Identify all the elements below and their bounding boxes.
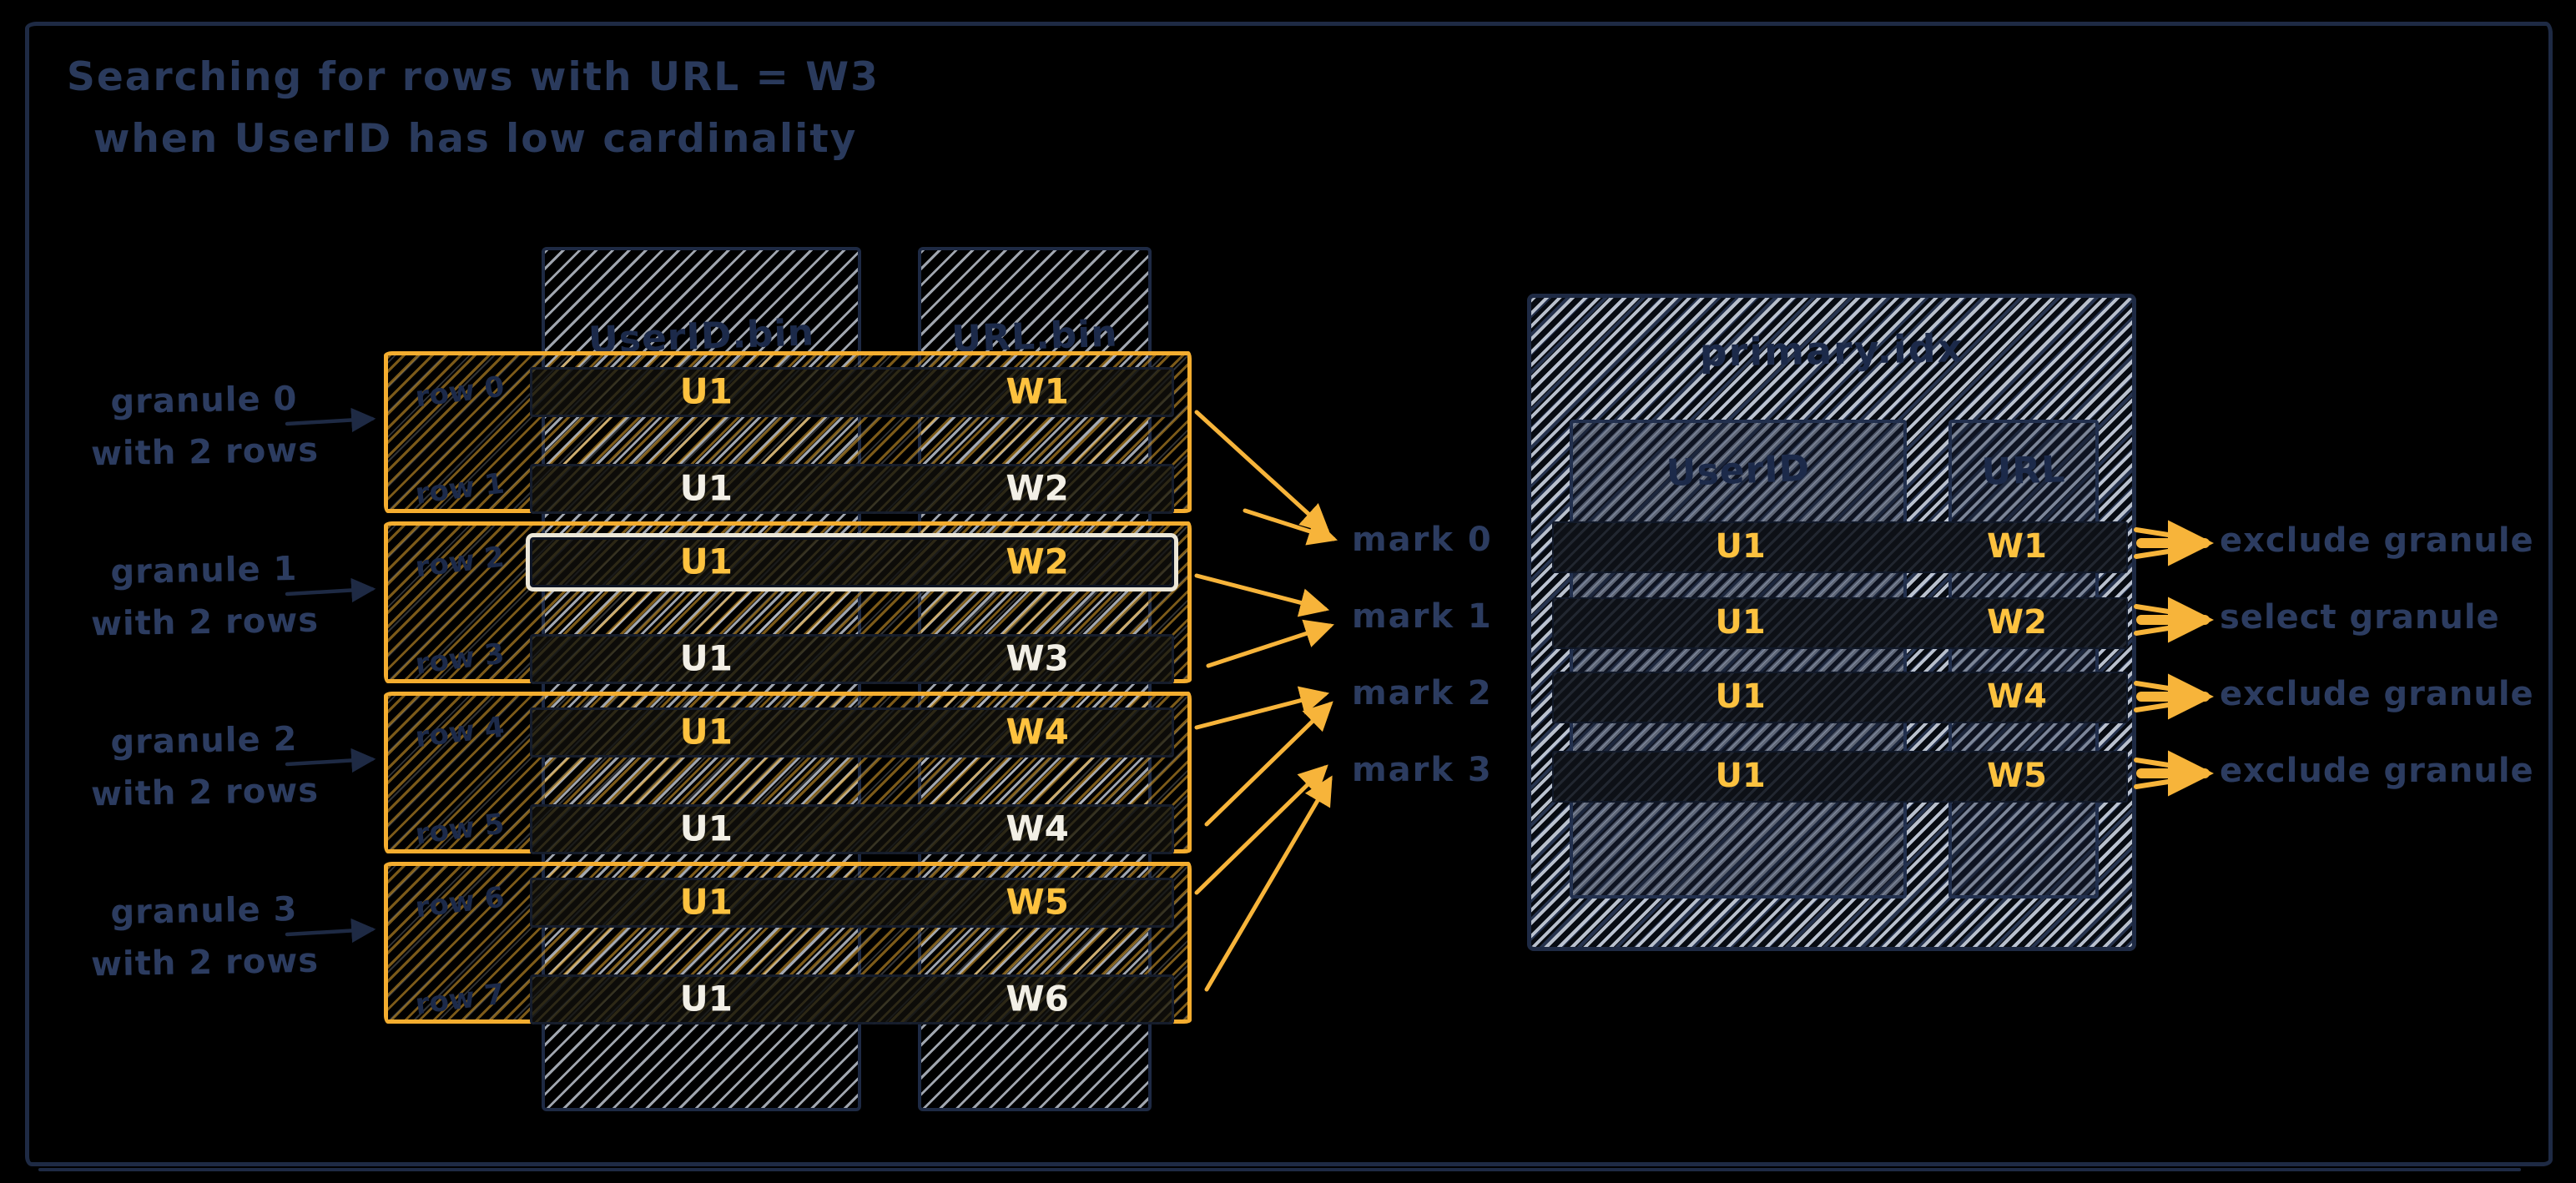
- row-5-userid-value: U1: [679, 808, 733, 849]
- granule-3-caption-line2: with 2 rows: [90, 941, 320, 984]
- row-7-userid-value: U1: [679, 978, 733, 1019]
- mark-2-label: mark 2: [1352, 674, 1493, 712]
- primary-index-url-column: URL: [1948, 420, 2099, 899]
- granule-3-caption: granule 3 with 2 rows: [58, 883, 351, 991]
- primary-index-title: primary.idx: [1699, 325, 1964, 375]
- row-6-url-value: W5: [1006, 881, 1069, 923]
- primary-index-entry-3: U1 W5: [1552, 751, 2128, 803]
- entry-2-url-value: W4: [1986, 677, 2047, 717]
- mark-3-label: mark 3: [1352, 751, 1493, 789]
- row-4-label: row 4: [413, 710, 507, 755]
- primary-index-userid-header: UserID: [1665, 447, 1812, 495]
- granule-0-box: row 0 row 1 U1 W1 U1 W2: [384, 351, 1192, 514]
- entry-0-userid-value: U1: [1715, 527, 1766, 566]
- data-row-6: U1 W5: [530, 878, 1174, 928]
- granule-1-caption-line1: granule 1: [110, 550, 298, 592]
- entry-1-url-value: W2: [1986, 603, 2047, 642]
- title-line-1: Searching for rows with URL = W3: [67, 54, 880, 100]
- primary-index-userid-column: UserID: [1570, 420, 1907, 899]
- granule-2-caption-line1: granule 2: [110, 720, 298, 762]
- action-label-1: select granule: [2220, 598, 2500, 637]
- row-3-url-value: W3: [1006, 637, 1069, 679]
- row-7-label: row 7: [413, 977, 507, 1022]
- primary-index-entry-2: U1 W4: [1552, 672, 2128, 723]
- row-3-userid-value: U1: [679, 637, 733, 679]
- row-1-url-value: W2: [1006, 467, 1069, 509]
- granule-1-caption-line2: with 2 rows: [90, 601, 320, 644]
- entry-3-url-value: W5: [1986, 757, 2047, 796]
- entry-3-userid-value: U1: [1715, 757, 1766, 796]
- primary-index-entry-0: U1 W1: [1552, 521, 2128, 573]
- row-4-url-value: W4: [1006, 711, 1069, 753]
- primary-index-table: primary.idx UserID URL U1 W1 U1 W2 U1 W4…: [1527, 294, 2136, 951]
- row-5-label: row 5: [413, 807, 507, 852]
- entry-2-userid-value: U1: [1715, 677, 1766, 717]
- row-7-url-value: W6: [1006, 978, 1069, 1019]
- row-3-label: row 3: [413, 637, 507, 682]
- mark-0-label: mark 0: [1352, 521, 1493, 559]
- row-0-url-value: W1: [1006, 370, 1069, 412]
- granule-2-box: row 4 row 5 U1 W4 U1 W4: [384, 692, 1192, 854]
- granule-0-caption-line1: granule 0: [110, 380, 298, 421]
- row-2-label: row 2: [413, 540, 507, 585]
- granule-1-box: row 2 row 3 U1 W2 U1 W3: [384, 521, 1192, 684]
- action-label-0: exclude granule: [2220, 521, 2534, 560]
- row-2-userid-value: U1: [679, 541, 733, 582]
- diagram-title: Searching for rows with URL = W3 when Us…: [67, 47, 880, 170]
- row-0-userid-value: U1: [679, 370, 733, 412]
- frame-bottom-second-line: [38, 1168, 2521, 1171]
- row-4-userid-value: U1: [679, 711, 733, 753]
- granule-3-caption-line1: granule 3: [110, 890, 298, 932]
- granule-1-caption: granule 1 with 2 rows: [58, 542, 351, 651]
- primary-index-entry-1: U1 W2: [1552, 597, 2128, 649]
- data-row-5: U1 W4: [530, 804, 1174, 854]
- granule-0-caption: granule 0 with 2 rows: [58, 372, 351, 481]
- row-1-userid-value: U1: [679, 467, 733, 509]
- data-row-7: U1 W6: [530, 974, 1174, 1024]
- granule-0-caption-line2: with 2 rows: [90, 430, 320, 474]
- data-row-2-highlighted: U1 W2: [530, 537, 1174, 587]
- row-5-url-value: W4: [1006, 808, 1069, 849]
- entry-0-url-value: W1: [1986, 527, 2047, 566]
- data-row-4: U1 W4: [530, 707, 1174, 758]
- data-row-0: U1 W1: [530, 367, 1174, 417]
- row-6-userid-value: U1: [679, 881, 733, 923]
- action-label-2: exclude granule: [2220, 675, 2534, 713]
- data-row-3: U1 W3: [530, 634, 1174, 684]
- row-1-label: row 1: [413, 466, 507, 511]
- granule-2-caption: granule 2 with 2 rows: [58, 712, 351, 821]
- row-0-label: row 0: [413, 370, 507, 415]
- granule-2-caption-line2: with 2 rows: [90, 771, 320, 814]
- row-2-url-value: W2: [1006, 541, 1069, 582]
- title-line-2: when UserID has low cardinality: [93, 116, 858, 162]
- entry-1-userid-value: U1: [1715, 603, 1766, 642]
- row-6-label: row 6: [413, 880, 507, 925]
- mark-1-label: mark 1: [1352, 597, 1493, 636]
- action-label-3: exclude granule: [2220, 752, 2534, 790]
- data-row-1: U1 W2: [530, 464, 1174, 514]
- outer-frame: [25, 22, 2553, 1166]
- primary-index-url-header: URL: [1980, 448, 2067, 494]
- granule-3-box: row 6 row 7 U1 W5 U1 W6: [384, 862, 1192, 1024]
